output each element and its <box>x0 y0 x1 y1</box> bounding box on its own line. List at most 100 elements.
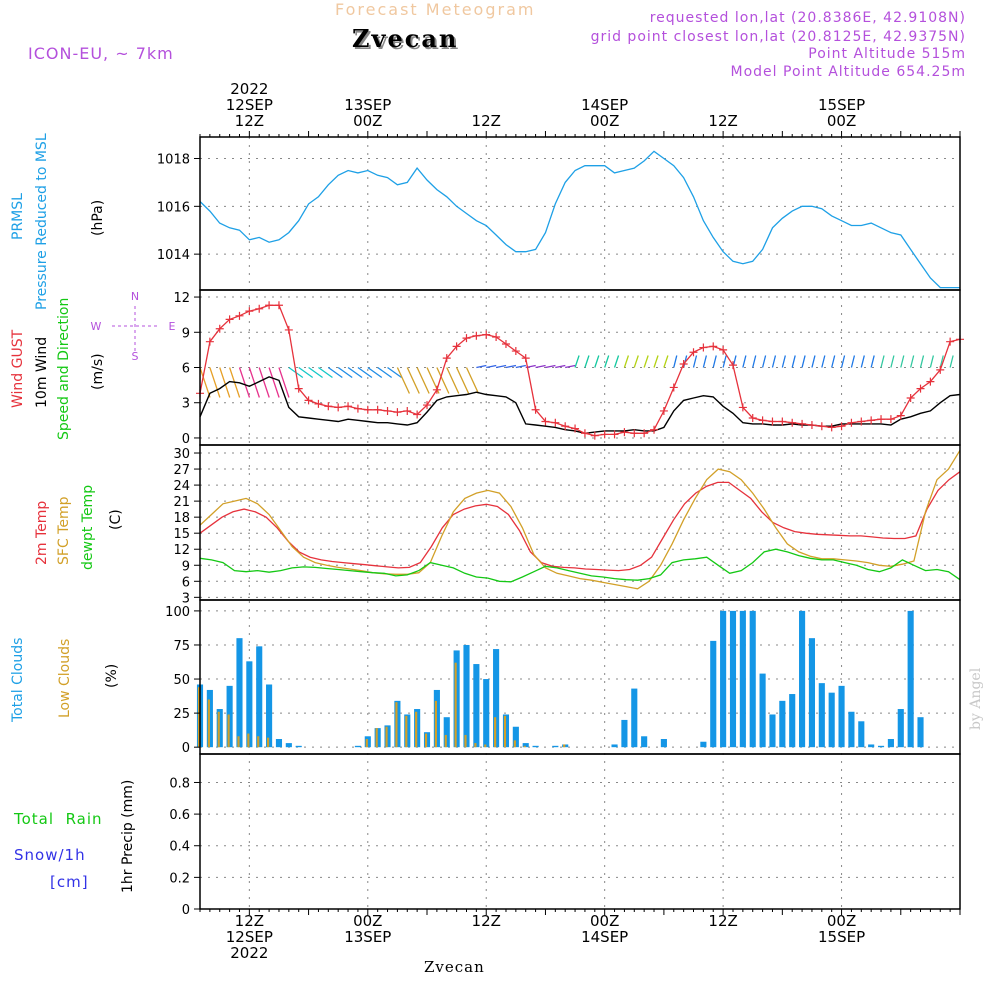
bottom-time-label: 12SEP <box>226 928 273 946</box>
gust-marker <box>274 301 283 310</box>
pressure-panel-frame <box>199 136 961 291</box>
gust-marker <box>531 405 540 414</box>
total-cloud-bar <box>848 711 855 748</box>
low-cloud-bar <box>484 744 487 748</box>
point-altitude: Point Altitude 515m <box>808 46 966 62</box>
wind-direction-arrow <box>653 355 659 368</box>
top-time-label: 2022 <box>230 80 268 98</box>
temp-tick-label: 3 <box>182 591 190 606</box>
gust-marker <box>501 340 510 349</box>
gust-marker <box>689 348 698 357</box>
total-cloud-bar <box>838 685 845 748</box>
gust-marker <box>344 402 353 411</box>
wind-direction-arrow <box>476 364 487 369</box>
total-cloud-bar <box>354 745 361 748</box>
wind-direction-arrow <box>643 355 649 368</box>
clouds-tick-label: 100 <box>165 605 190 620</box>
gridpoint-lonlat: grid point closest lon,lat (20.8125E, 42… <box>590 29 966 45</box>
gust-marker <box>423 401 432 410</box>
wind-direction-arrow <box>890 355 895 368</box>
gust-marker <box>294 384 303 393</box>
gust-marker <box>580 429 589 438</box>
compass-cross <box>112 306 158 352</box>
bottom-time-label: 14SEP <box>581 928 628 946</box>
wind-direction-arrow <box>555 364 566 369</box>
forecast-meteogram-title: Forecast Meteogram <box>335 0 536 19</box>
total-cloud-bar <box>907 610 914 748</box>
grid-layer <box>200 137 960 910</box>
gust-marker <box>383 406 392 415</box>
gust-marker <box>600 430 609 439</box>
low-cloud-bar <box>464 734 467 748</box>
gust-marker <box>452 342 461 351</box>
total-cloud-bar <box>887 739 894 748</box>
gust-marker <box>353 404 362 413</box>
wind-direction-arrow <box>712 355 717 368</box>
location-title: Zvecan <box>352 24 459 53</box>
wind-direction-arrow <box>515 364 526 369</box>
precip-tick-label: 0.4 <box>169 840 190 855</box>
top-time-label: 15SEP <box>818 96 865 114</box>
gust-marker <box>590 431 599 440</box>
top-time-label: 13SEP <box>344 96 391 114</box>
gust-marker <box>284 325 293 334</box>
wind-direction-arrow <box>278 367 290 398</box>
total-cloud-bar <box>769 714 776 748</box>
total-cloud-bar <box>266 684 273 748</box>
top-time-label: 12Z <box>472 112 501 130</box>
total-cloud-bar <box>729 610 737 748</box>
top-time-label: 00Z <box>827 112 856 130</box>
wind-direction-arrow <box>722 355 727 368</box>
pressure-tick-label: 1016 <box>157 200 190 215</box>
pressure-tick-label: 1014 <box>157 248 190 263</box>
wind-direction-arrow <box>347 366 363 379</box>
wind-direction-arrow <box>910 355 915 368</box>
gust-marker <box>778 417 787 426</box>
bottom-time-label: 2022 <box>230 944 268 962</box>
temp-tick-label: 27 <box>173 463 190 478</box>
total-cloud-bar <box>877 745 885 748</box>
tsfc-line <box>199 449 961 590</box>
total-cloud-bar <box>641 736 648 748</box>
clouds-tick-label: 25 <box>173 707 190 722</box>
gust-marker <box>709 342 718 351</box>
requested-lonlat: requested lon,lat (20.8386E, 42.9108N) <box>649 10 966 26</box>
pressure-line <box>199 150 960 289</box>
top-time-label: 12SEP <box>226 96 273 114</box>
gust-marker <box>926 377 935 386</box>
bottom-time-label: 00Z <box>590 912 619 930</box>
total-cloud-bar <box>749 610 756 748</box>
gust-marker <box>610 430 619 439</box>
low-cloud-bar <box>257 736 260 748</box>
gust-marker <box>837 422 846 431</box>
gust-marker <box>363 405 372 414</box>
t2m-line <box>199 471 961 572</box>
model-point-altitude: Model Point Altitude 654.25m <box>730 64 966 80</box>
wind-direction-arrow <box>377 366 393 379</box>
wind-direction-arrow <box>939 355 944 368</box>
low-cloud-bar <box>395 702 398 748</box>
total-cloud-bar <box>621 719 628 748</box>
gust-marker <box>541 417 550 426</box>
total-cloud-bar <box>739 610 746 748</box>
bottom-time-label: 00Z <box>827 912 856 930</box>
gust-marker <box>867 416 876 425</box>
total-cloud-bar <box>700 741 707 748</box>
gust-marker <box>659 406 668 415</box>
wind-direction-arrow <box>633 355 639 368</box>
total-cloud-bar <box>285 743 292 748</box>
wind-direction-arrow <box>406 367 420 394</box>
gust-marker <box>916 384 925 393</box>
wind-direction-arrow <box>456 367 470 394</box>
precip-tick-label: 0.8 <box>169 776 190 791</box>
gust-marker <box>442 354 451 363</box>
gust-marker <box>768 417 777 426</box>
low-cloud-bar <box>434 700 437 748</box>
gust-marker <box>462 334 471 343</box>
wind-direction-arrow <box>436 367 450 394</box>
wind-direction-arrow <box>268 367 280 398</box>
wind-direction-arrow <box>821 355 826 368</box>
pressure-tick-label: 1018 <box>157 153 190 168</box>
total-cloud-bar <box>483 679 490 748</box>
